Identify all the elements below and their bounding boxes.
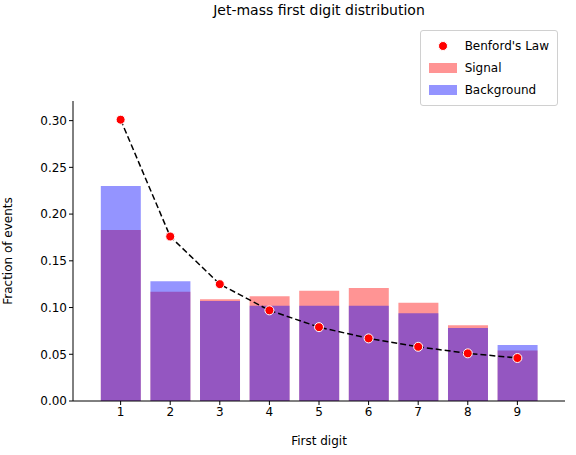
svg-text:First digit: First digit	[291, 434, 347, 448]
svg-text:0.30: 0.30	[40, 114, 67, 128]
html-text:Background: Background	[464, 83, 537, 97]
svg-text:0.15: 0.15	[40, 254, 67, 268]
svg-text:7: 7	[414, 405, 422, 419]
svg-text:0.20: 0.20	[40, 207, 67, 221]
svg-text:5: 5	[315, 405, 323, 419]
svg-text:0.00: 0.00	[40, 394, 67, 408]
svg-text:8: 8	[464, 405, 472, 419]
svg-text:Fraction of events: Fraction of events	[8, 197, 15, 305]
svg-text:0.05: 0.05	[40, 348, 67, 362]
svg-text:1: 1	[117, 405, 125, 419]
svg-text:6: 6	[365, 405, 373, 419]
svg-text:2: 2	[166, 405, 174, 419]
svg-text:4: 4	[266, 405, 274, 419]
html-text:Jet-mass first digit distribut: Jet-mass first digit distribution	[213, 2, 425, 18]
html-text:Signal: Signal	[464, 61, 502, 75]
svg-text:3: 3	[216, 405, 224, 419]
svg-text:0.25: 0.25	[40, 161, 67, 175]
html-text:Benford's Law: Benford's Law	[464, 39, 549, 53]
svg-text:9: 9	[514, 405, 522, 419]
svg-text:0.10: 0.10	[40, 301, 67, 315]
